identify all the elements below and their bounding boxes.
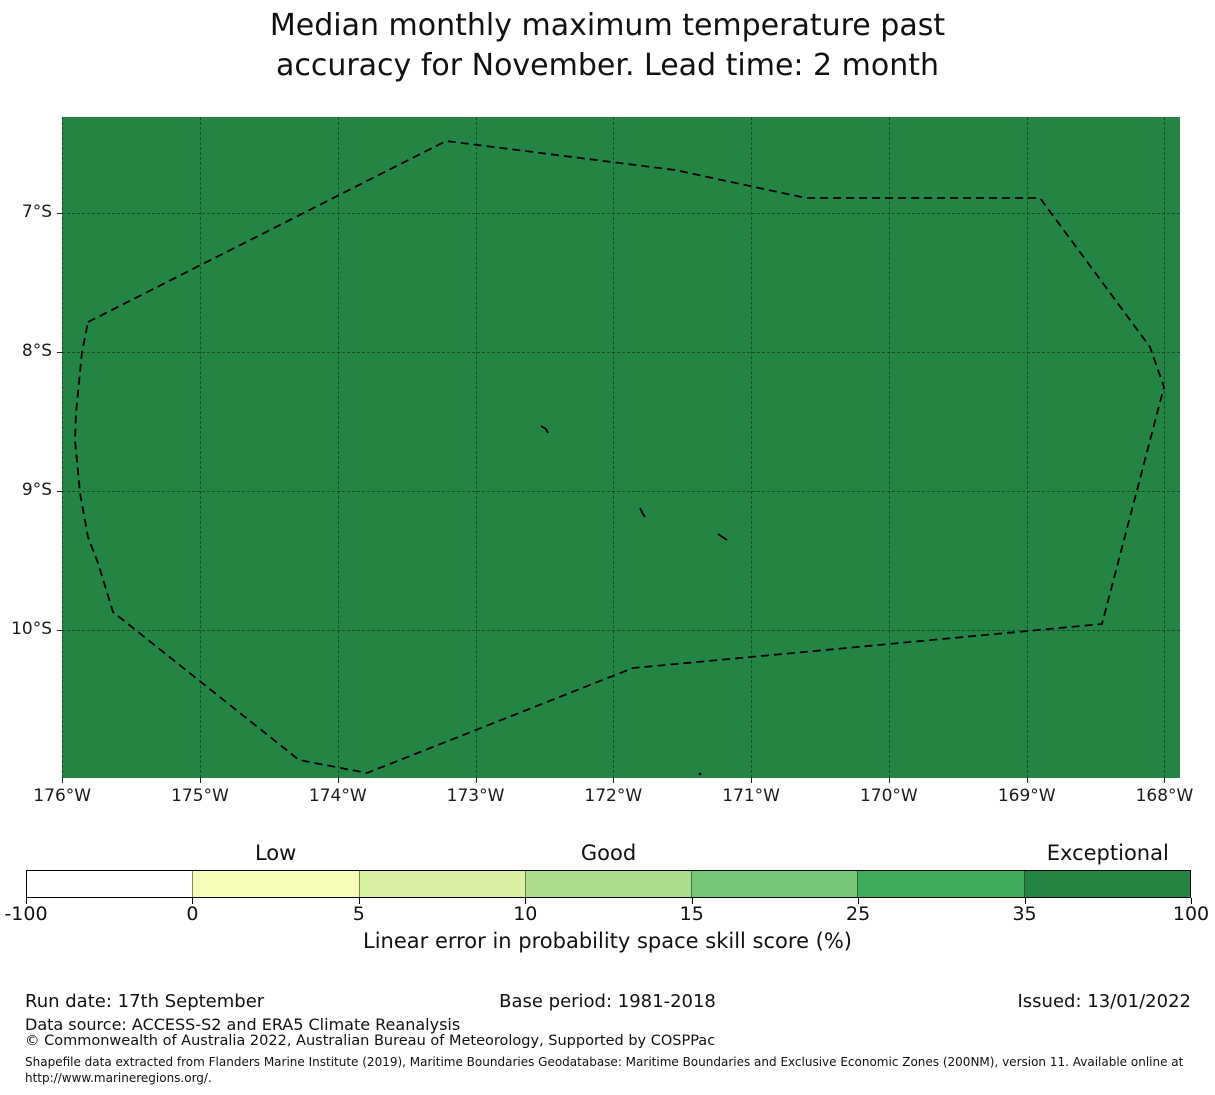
footer-shapefile-note: Shapefile data extracted from Flanders M… <box>25 1055 1184 1085</box>
longitude-gridline <box>888 117 890 778</box>
colorbar-tick-label: 25 <box>846 903 871 925</box>
latitude-gridline <box>62 491 1180 493</box>
colorbar-segment <box>857 871 1024 897</box>
colorbar-segment <box>358 871 525 897</box>
x-axis-tick-label: 176°W <box>33 786 92 806</box>
footer-copyright: © Commonwealth of Australia 2022, Austra… <box>25 1033 716 1049</box>
colorbar-category-label: Good <box>580 841 637 865</box>
colorbar-segment <box>524 871 692 897</box>
x-axis-tick-label: 175°W <box>171 786 229 806</box>
island-mark-3 <box>717 533 728 541</box>
chart-title: Median monthly maximum temperature past … <box>0 6 1215 86</box>
x-axis-tick-label: 173°W <box>446 786 505 806</box>
y-axis-tick-label: 7°S <box>21 202 52 223</box>
colorbar-category-label: Low <box>254 841 297 865</box>
colorbar-tick <box>858 898 860 904</box>
chart-title-line1: Median monthly maximum temperature past <box>269 8 946 43</box>
x-axis-tick-label: 168°W <box>1135 786 1194 806</box>
colorbar-tick-label: 5 <box>352 903 365 925</box>
longitude-gridline <box>475 117 477 778</box>
longitude-gridline <box>62 117 64 778</box>
longitude-gridline <box>1026 117 1028 778</box>
footer-issued-date: Issued: 13/01/2022 <box>1017 991 1191 1012</box>
colorbar-segment <box>691 871 858 897</box>
colorbar-tick <box>691 898 693 904</box>
x-axis-tick <box>62 778 64 783</box>
longitude-gridline <box>199 117 201 778</box>
colorbar-tick-label: 10 <box>513 903 538 925</box>
colorbar-tick <box>358 898 360 904</box>
x-axis-tick-label: 169°W <box>997 786 1056 806</box>
longitude-gridline <box>337 117 339 778</box>
latitude-gridline <box>62 630 1180 631</box>
longitude-gridline <box>751 117 753 778</box>
colorbar <box>26 870 1191 898</box>
x-axis-tick <box>1164 778 1166 783</box>
y-axis-tick-label: 10°S <box>11 619 52 639</box>
x-axis-tick <box>1026 778 1028 783</box>
colorbar-category-label: Exceptional <box>1046 841 1169 865</box>
longitude-gridline <box>613 117 615 778</box>
x-axis-tick-label: 174°W <box>308 786 367 806</box>
colorbar-segment <box>192 871 359 897</box>
colorbar-segment <box>27 871 193 897</box>
longitude-gridline <box>1164 117 1166 778</box>
colorbar-tick <box>525 898 527 904</box>
x-axis-tick-label: 170°W <box>859 786 918 806</box>
map-overlay-svg <box>74 140 1165 776</box>
colorbar-tick <box>1191 898 1192 904</box>
map-plot-area <box>62 117 1180 778</box>
x-axis-tick-label: 171°W <box>722 786 780 806</box>
island-mark-4 <box>698 772 702 776</box>
x-axis-tick <box>475 778 477 783</box>
y-axis-tick <box>57 630 62 631</box>
y-axis-tick <box>57 491 62 493</box>
y-axis-tick <box>57 213 62 215</box>
island-mark-1 <box>540 425 549 434</box>
latitude-gridline <box>62 213 1180 215</box>
chart-title-line2: accuracy for November. Lead time: 2 mont… <box>275 48 940 83</box>
colorbar-tick-label: 100 <box>1172 903 1210 925</box>
latitude-gridline <box>62 352 1180 354</box>
x-axis-tick <box>337 778 339 783</box>
eez-boundary-dashed-outline <box>74 140 1165 774</box>
colorbar-segment <box>1023 871 1190 897</box>
y-axis-tick-label: 8°S <box>21 341 52 362</box>
colorbar-tick-label: 15 <box>679 903 704 925</box>
x-axis-tick-label: 172°W <box>584 786 643 806</box>
footer-run-date: Run date: 17th September <box>25 991 265 1012</box>
colorbar-tick <box>192 898 194 904</box>
x-axis-tick <box>199 778 201 783</box>
footer-base-period: Base period: 1981-2018 <box>499 991 716 1012</box>
y-axis-tick <box>57 352 62 354</box>
y-axis-tick-label: 9°S <box>21 480 52 501</box>
colorbar-tick-label: 35 <box>1012 903 1037 925</box>
colorbar-tick <box>26 898 27 904</box>
footer-data-source: Data source: ACCESS-S2 and ERA5 Climate … <box>25 1015 461 1034</box>
island-mark-2 <box>639 507 646 518</box>
colorbar-axis-label: Linear error in probability space skill … <box>363 929 852 953</box>
x-axis-tick <box>613 778 615 783</box>
x-axis-tick <box>751 778 753 783</box>
colorbar-tick-label: 0 <box>186 903 199 925</box>
x-axis-tick <box>888 778 890 783</box>
colorbar-tick <box>1024 898 1026 904</box>
colorbar-tick-label: -100 <box>4 903 48 925</box>
